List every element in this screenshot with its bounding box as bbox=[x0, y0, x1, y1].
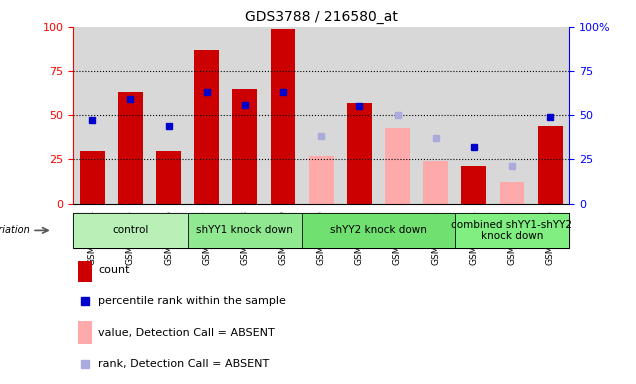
Text: combined shYY1-shYY2
knock down: combined shYY1-shYY2 knock down bbox=[452, 220, 572, 241]
Bar bbox=[309, 156, 334, 204]
Bar bbox=[347, 103, 371, 204]
Text: shYY2 knock down: shYY2 knock down bbox=[330, 225, 427, 235]
Bar bbox=[538, 126, 563, 204]
Text: shYY1 knock down: shYY1 knock down bbox=[197, 225, 293, 235]
Text: control: control bbox=[112, 225, 149, 235]
Bar bbox=[378, 27, 417, 204]
Bar bbox=[455, 213, 569, 248]
Bar bbox=[455, 27, 493, 204]
Bar bbox=[80, 151, 104, 204]
Text: rank, Detection Call = ABSENT: rank, Detection Call = ABSENT bbox=[98, 359, 269, 369]
Bar bbox=[493, 27, 531, 204]
Bar bbox=[500, 182, 525, 204]
Bar bbox=[78, 321, 92, 344]
Text: percentile rank within the sample: percentile rank within the sample bbox=[98, 296, 286, 306]
Bar bbox=[531, 27, 569, 204]
Bar bbox=[385, 127, 410, 204]
Bar bbox=[111, 27, 149, 204]
Text: value, Detection Call = ABSENT: value, Detection Call = ABSENT bbox=[98, 328, 275, 338]
Bar bbox=[264, 27, 302, 204]
Bar bbox=[417, 27, 455, 204]
Text: count: count bbox=[98, 265, 130, 275]
Text: genotype/variation: genotype/variation bbox=[0, 225, 31, 235]
Bar bbox=[302, 213, 455, 248]
Bar bbox=[188, 213, 302, 248]
Bar bbox=[78, 259, 92, 282]
Bar bbox=[73, 213, 188, 248]
Bar bbox=[156, 151, 181, 204]
Bar bbox=[149, 27, 188, 204]
Bar bbox=[340, 27, 378, 204]
Bar bbox=[118, 92, 143, 204]
Bar bbox=[271, 29, 296, 204]
Bar bbox=[302, 27, 340, 204]
Bar bbox=[188, 27, 226, 204]
Title: GDS3788 / 216580_at: GDS3788 / 216580_at bbox=[245, 10, 398, 25]
Bar bbox=[233, 89, 257, 204]
Bar bbox=[73, 27, 111, 204]
Bar bbox=[195, 50, 219, 204]
Bar bbox=[226, 27, 264, 204]
Bar bbox=[462, 166, 487, 204]
Bar bbox=[424, 161, 448, 204]
